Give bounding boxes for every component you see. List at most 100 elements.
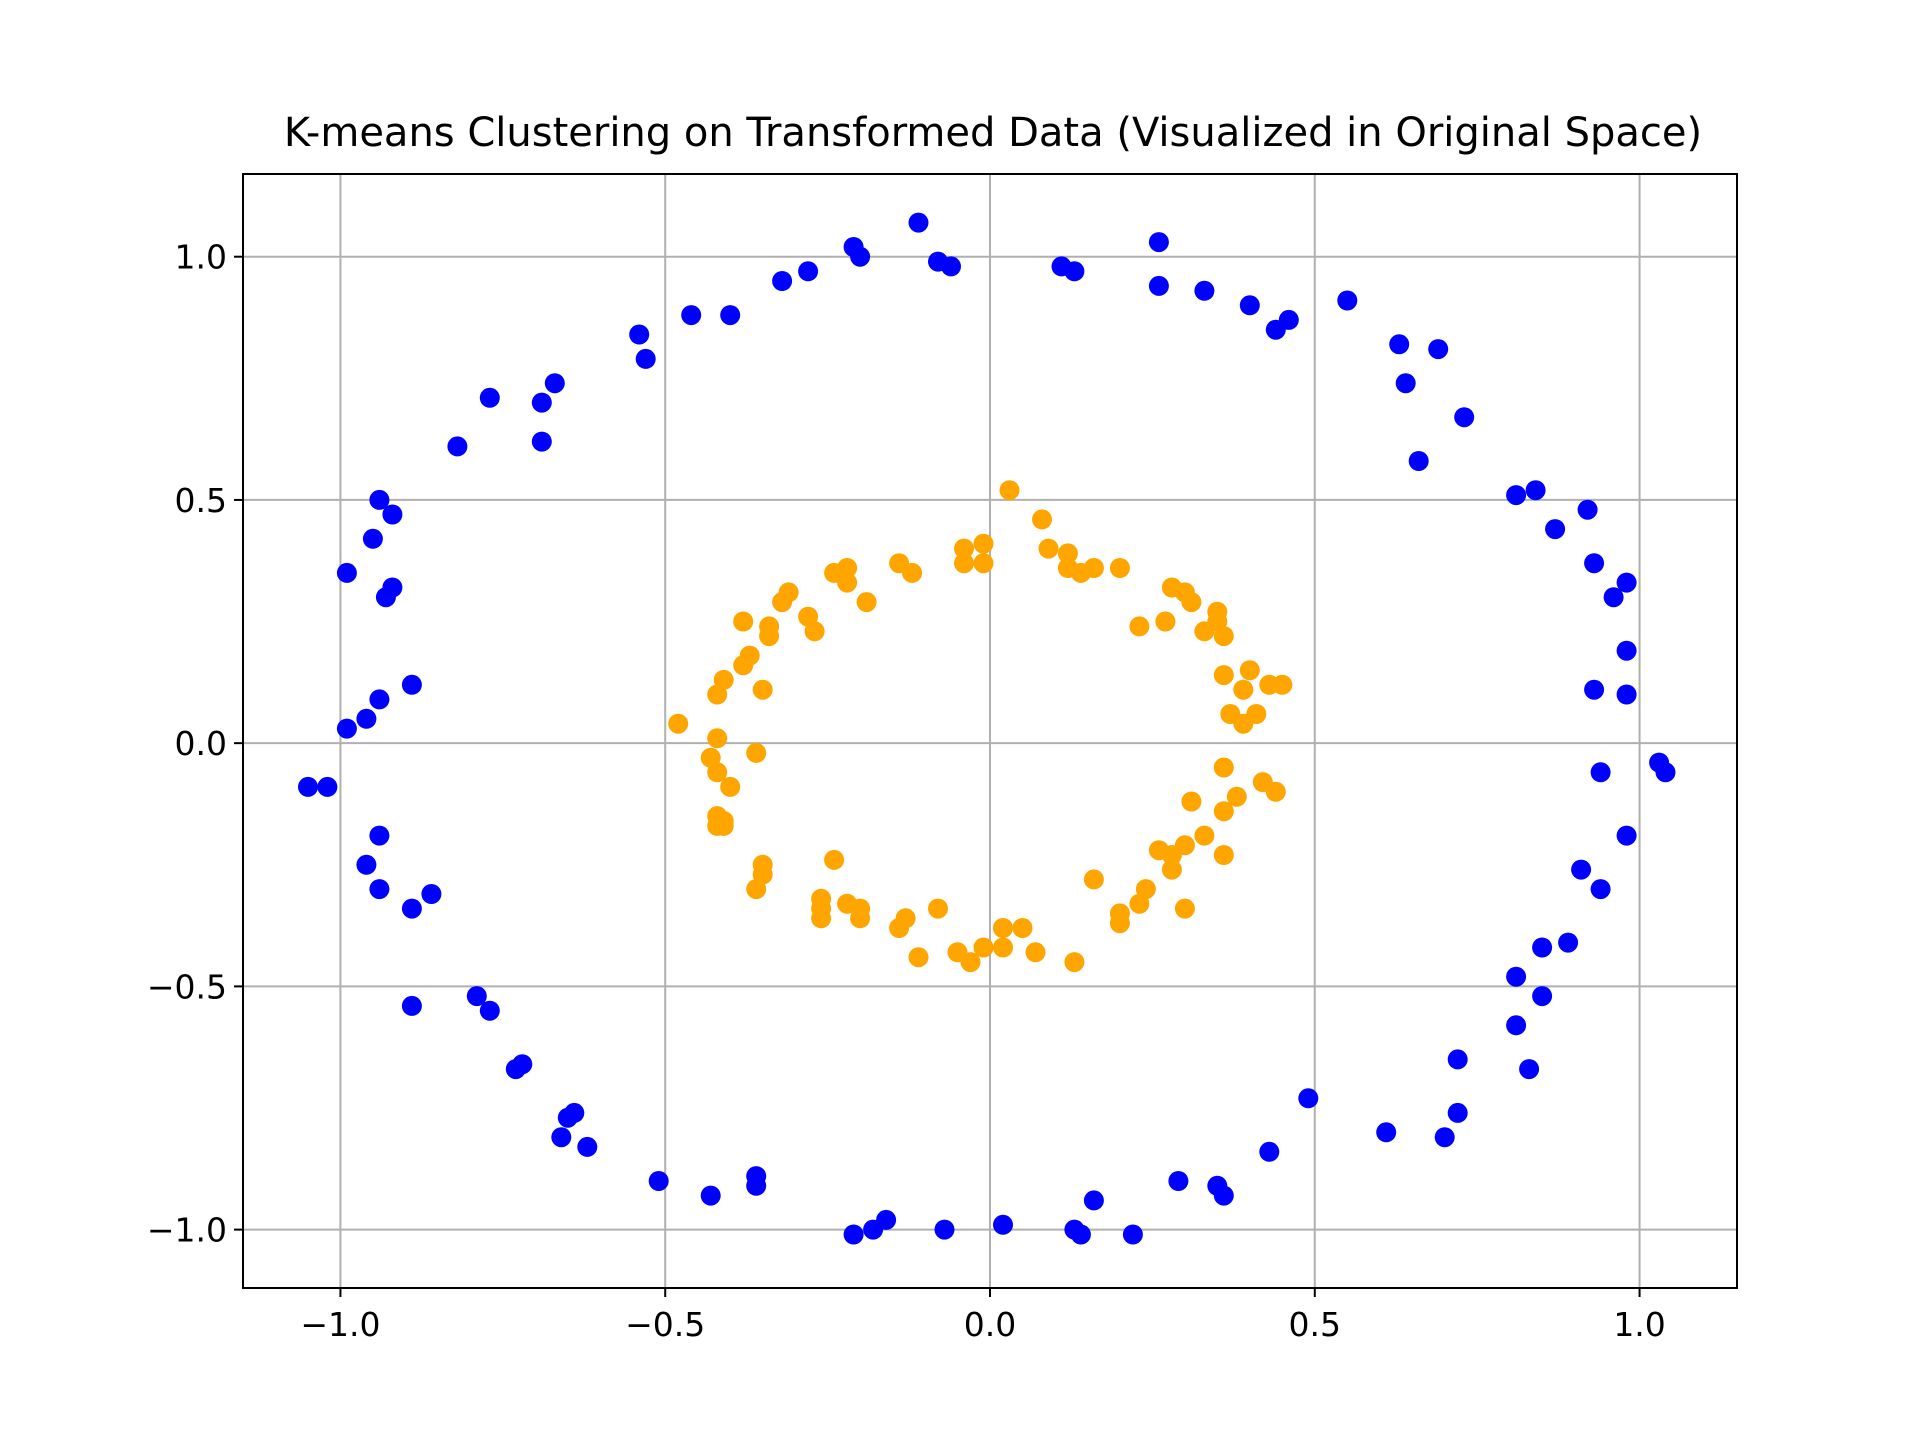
inner-cluster-point	[954, 553, 974, 574]
inner-cluster-point	[1083, 869, 1104, 890]
outer-cluster-point	[401, 898, 422, 919]
outer-cluster-point	[772, 271, 793, 291]
outer-cluster-point	[1506, 1015, 1527, 1036]
y-tick-label: 0.0	[175, 724, 227, 763]
inner-cluster-point	[1213, 757, 1234, 778]
outer-cluster-point	[1616, 572, 1637, 593]
inner-cluster-point	[746, 742, 767, 763]
x-tick-label: 1.0	[1613, 1305, 1665, 1344]
inner-cluster-point	[837, 572, 858, 593]
outer-cluster-point	[1584, 553, 1605, 574]
outer-cluster-point	[1603, 587, 1624, 608]
inner-cluster-point	[1181, 791, 1202, 812]
inner-cluster-point	[733, 655, 754, 676]
outer-cluster-point	[531, 392, 552, 413]
outer-cluster-point	[1194, 280, 1215, 301]
outer-cluster-point	[1655, 762, 1676, 783]
inner-cluster-point	[1233, 679, 1254, 700]
outer-cluster-point	[1590, 879, 1611, 900]
y-tick-label: −0.5	[147, 967, 227, 1006]
chart-title: K-means Clustering on Transformed Data (…	[284, 110, 1702, 156]
outer-cluster-point	[298, 776, 318, 797]
inner-cluster-point	[707, 684, 728, 705]
inner-cluster-point	[1194, 825, 1215, 846]
inner-cluster-point	[1064, 952, 1085, 973]
inner-cluster-point	[1213, 801, 1234, 822]
outer-cluster-point	[551, 1127, 572, 1148]
outer-cluster-point	[421, 884, 442, 904]
x-tick-label: −0.5	[625, 1305, 705, 1344]
x-tick-label: −1.0	[300, 1305, 380, 1344]
outer-cluster-point	[564, 1102, 585, 1123]
inner-cluster-point	[1083, 558, 1104, 578]
outer-cluster-point	[1064, 261, 1085, 282]
inner-cluster-point	[746, 879, 767, 900]
outer-cluster-point	[1239, 295, 1260, 316]
outer-cluster-point	[843, 1224, 864, 1245]
outer-cluster-point	[1213, 1185, 1234, 1206]
inner-cluster-point	[973, 553, 994, 574]
inner-cluster-point	[1239, 660, 1260, 681]
inner-cluster-point	[707, 728, 728, 749]
outer-cluster-point	[369, 489, 390, 510]
outer-cluster-point	[1584, 679, 1605, 700]
y-tick-label: 1.0	[175, 238, 227, 277]
grid	[243, 174, 1737, 1288]
outer-cluster-point	[1454, 407, 1475, 428]
outer-cluster-point	[1506, 966, 1527, 987]
outer-cluster-point	[1590, 762, 1611, 783]
outer-cluster-point	[369, 879, 390, 900]
outer-cluster-point	[479, 1000, 500, 1021]
outer-cluster-point	[908, 212, 929, 233]
inner-cluster-point	[772, 592, 793, 613]
outer-cluster-point	[382, 577, 403, 598]
x-tick-label: 0.5	[1289, 1305, 1341, 1344]
x-tick-label: 0.0	[964, 1305, 1016, 1344]
outer-cluster-point	[356, 854, 377, 875]
inner-cluster-point	[928, 898, 948, 919]
outer-cluster-point	[362, 528, 383, 549]
outer-cluster-point	[1571, 859, 1592, 880]
inner-cluster-point	[824, 849, 845, 870]
outer-cluster-point	[1389, 334, 1410, 355]
inner-cluster-point	[1213, 626, 1234, 647]
inner-cluster-point	[1213, 665, 1234, 686]
outer-cluster-point	[681, 305, 702, 326]
outer-cluster-point	[1506, 485, 1527, 506]
outer-cluster-point	[1408, 451, 1429, 471]
outer-cluster-point	[577, 1136, 598, 1157]
inner-cluster-point	[1148, 840, 1169, 861]
y-tick-label: 0.5	[175, 481, 227, 520]
inner-cluster-point	[707, 815, 728, 836]
outer-cluster-point	[336, 718, 357, 739]
inner-cluster-point	[954, 538, 974, 559]
outer-cluster-point	[382, 504, 403, 525]
inner-cluster-point	[1038, 538, 1059, 559]
outer-cluster-point	[479, 387, 500, 408]
outer-cluster-point	[1168, 1171, 1189, 1191]
outer-cluster-point	[1083, 1190, 1104, 1211]
outer-cluster-point	[1577, 499, 1598, 520]
outer-cluster-point	[1532, 986, 1553, 1007]
outer-cluster-point	[1148, 232, 1169, 253]
inner-cluster-point	[707, 762, 728, 783]
outer-cluster-point	[1070, 1224, 1091, 1245]
outer-cluster-point	[369, 689, 390, 710]
outer-cluster-point	[648, 1171, 669, 1191]
inner-cluster-point	[1265, 781, 1286, 802]
inner-cluster-point	[1246, 704, 1267, 724]
inner-cluster-point	[993, 918, 1013, 938]
outer-cluster-point	[629, 324, 650, 345]
outer-cluster-point	[336, 562, 357, 583]
inner-cluster-point	[1129, 893, 1150, 914]
outer-cluster-point	[1122, 1224, 1143, 1245]
outer-cluster-point	[1298, 1088, 1319, 1109]
outer-cluster-point	[1519, 1059, 1540, 1080]
inner-cluster-point	[993, 937, 1013, 958]
inner-cluster-point	[1025, 942, 1046, 963]
inner-cluster-point	[1057, 543, 1078, 564]
outer-cluster-point	[934, 1219, 955, 1240]
inner-cluster-point	[1155, 611, 1176, 632]
outer-cluster-point	[505, 1059, 526, 1080]
